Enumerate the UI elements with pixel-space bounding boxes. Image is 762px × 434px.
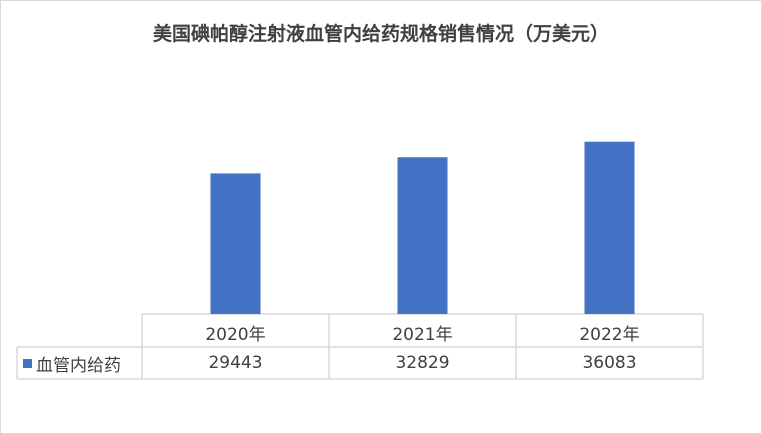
bar-2	[584, 141, 635, 314]
category-label: 2021年	[392, 325, 453, 345]
legend-label: 血管内给药	[36, 356, 121, 376]
legend-entry: 血管内给药	[23, 351, 121, 376]
data-table-value: 32829	[395, 353, 450, 373]
data-table-value: 36083	[582, 353, 637, 373]
category-label: 2022年	[579, 325, 640, 345]
bar-0	[210, 173, 261, 314]
category-label: 2020年	[205, 325, 266, 345]
chart-title: 美国碘帕醇注射液血管内给药规格销售情况（万美元）	[152, 23, 609, 45]
bar-1	[397, 157, 448, 314]
data-table-value: 29443	[208, 353, 263, 373]
legend-swatch	[23, 359, 32, 368]
